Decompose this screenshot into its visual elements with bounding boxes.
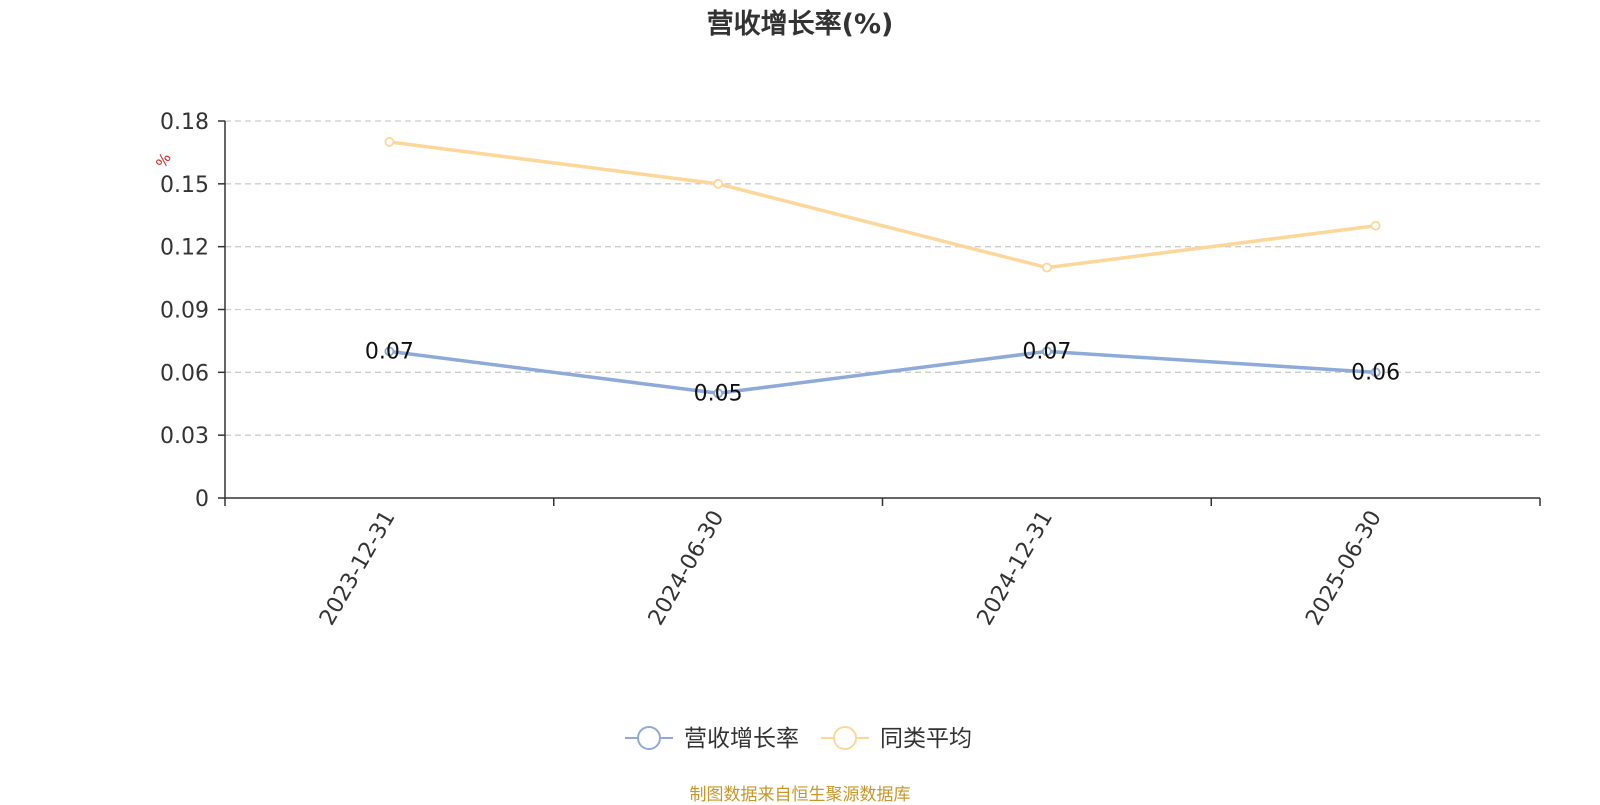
y-tick-label: 0.06 xyxy=(160,361,209,386)
x-tick-label: 2025-06-30 xyxy=(1301,507,1387,630)
data-label: 0.06 xyxy=(1351,360,1400,385)
x-tick-label: 2024-06-30 xyxy=(644,507,730,630)
data-point xyxy=(713,178,724,189)
legend-label: 营收增长率 xyxy=(684,726,799,752)
data-point xyxy=(384,137,395,147)
y-tick-label: 0 xyxy=(195,487,209,512)
data-label: 0.07 xyxy=(1022,339,1071,364)
series xyxy=(384,137,1381,399)
data-labels: 0.07 0.05 0.07 0.06 xyxy=(365,339,1400,406)
legend-marker-circle xyxy=(637,726,661,750)
data-label: 0.05 xyxy=(694,381,743,406)
y-tick-label: 0.18 xyxy=(160,110,209,135)
legend-label: 同类平均 xyxy=(880,726,972,752)
chart-title: 营收增长率(%) xyxy=(706,9,894,40)
data-point xyxy=(713,388,724,399)
series-line xyxy=(389,349,1376,396)
legend: 营收增长率 同类平均 xyxy=(625,726,972,752)
series-line xyxy=(389,140,1376,270)
data-point xyxy=(1370,367,1381,378)
source-note: 制图数据来自恒生聚源数据库 xyxy=(689,785,911,805)
y-tick-label: 0.09 xyxy=(160,299,209,324)
x-tick-label: 2023-12-31 xyxy=(315,507,401,630)
data-point xyxy=(384,346,395,357)
data-point xyxy=(1041,262,1052,273)
data-label: 0.07 xyxy=(365,339,414,364)
y-tick-label: 0.15 xyxy=(160,173,209,198)
grid-lines xyxy=(225,120,1540,436)
data-point xyxy=(1370,220,1381,231)
y-axis-label: % xyxy=(152,150,175,171)
y-tick-label: 0.12 xyxy=(160,236,209,261)
data-point xyxy=(1041,346,1052,357)
y-tick-label: 0.03 xyxy=(160,424,209,449)
legend-marker-circle xyxy=(833,726,857,750)
x-tick-label: 2024-12-31 xyxy=(972,507,1058,630)
